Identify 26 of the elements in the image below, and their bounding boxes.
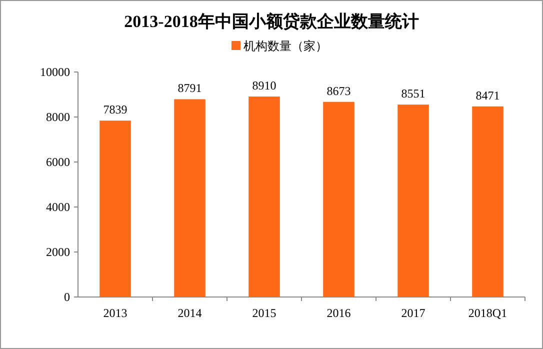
chart-title: 2013-2018年中国小额贷款企业数量统计 [124,12,419,31]
legend-label: 机构数量（家） [244,39,328,53]
bar [472,106,504,297]
y-tick-label: 0 [64,290,70,304]
x-tick-label: 2015 [252,306,276,320]
bar [100,120,131,297]
y-tick-label: 2000 [46,245,70,259]
data-label: 8910 [252,78,276,93]
y-tick-label: 10000 [40,65,70,79]
bar [323,102,354,297]
data-label: 8551 [401,86,426,101]
y-tick-label: 6000 [46,155,70,169]
data-label: 8791 [178,81,202,96]
x-tick-label: 2013 [103,306,128,320]
x-tick-label: 2014 [178,306,202,320]
bar [398,104,429,297]
bar [174,99,206,297]
data-label: 8673 [326,84,351,98]
data-label: 8471 [476,88,500,102]
bar [248,96,280,297]
x-tick-label: 2016 [326,306,351,320]
y-tick-label: 4000 [46,200,70,214]
data-label: 7839 [103,102,128,117]
x-tick-label: 2018Q1 [468,306,508,320]
x-tick-label: 2017 [401,306,426,320]
y-tick-label: 8000 [46,110,70,124]
